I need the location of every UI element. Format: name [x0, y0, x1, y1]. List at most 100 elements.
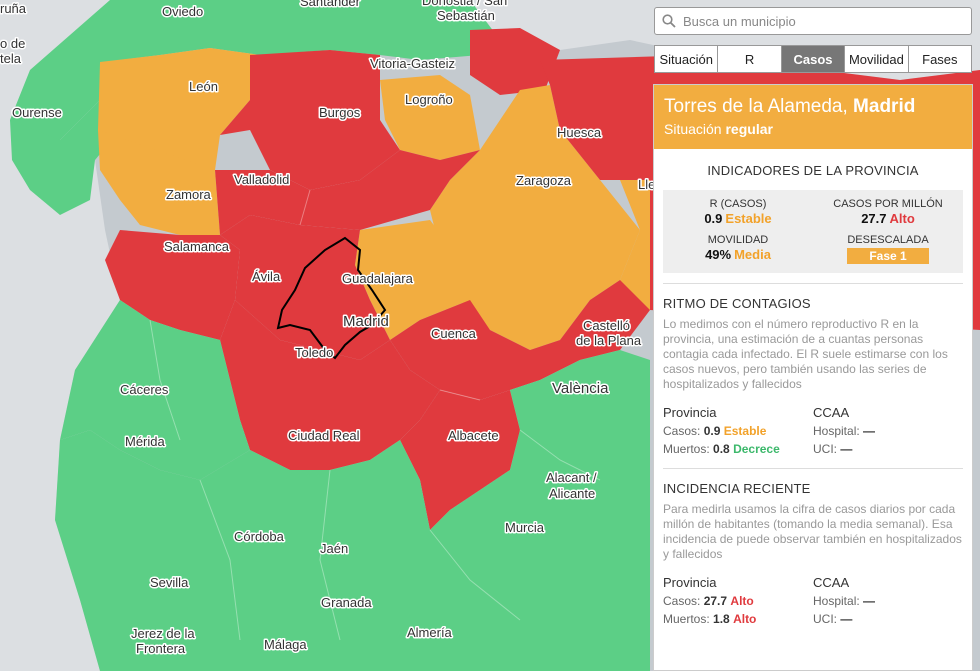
region-burgos[interactable] — [220, 50, 400, 190]
indicator-status: Estable — [725, 211, 772, 226]
indicator-status: Media — [734, 247, 771, 262]
city-label: Vitoria-Gasteiz — [370, 56, 455, 71]
city-label: Toledo — [295, 345, 333, 360]
stat-value: 1.8 — [713, 612, 730, 626]
city-label: Sebastián — [437, 8, 495, 23]
city-label: Salamanca — [164, 239, 230, 254]
city-label: Jaén — [320, 541, 348, 556]
ritmo-provincia: Provincia Casos: 0.9 Estable Muertos: 0.… — [663, 404, 813, 458]
column-heading: Provincia — [663, 405, 717, 420]
tab-r[interactable]: R — [718, 46, 782, 72]
stat-value: — — [840, 442, 853, 456]
city-label: Jerez de la — [131, 626, 195, 641]
stat-label: Casos: — [663, 594, 701, 608]
view-tabs: Situación R Casos Movilidad Fases — [654, 45, 972, 73]
stat-value: 0.9 — [703, 424, 721, 438]
region-north-coast[interactable] — [10, 0, 500, 160]
city-label: o de — [0, 36, 25, 51]
incidencia-description: Para medirla usamos la cifra de casos di… — [663, 502, 962, 561]
stat-status: Estable — [723, 424, 767, 438]
city-label: Ávila — [252, 269, 281, 284]
city-label: tela — [0, 51, 22, 66]
divider — [663, 468, 963, 469]
indicator-cases-per-million: CASOS POR MILLÓN 27.7 Alto — [813, 198, 963, 226]
stat-status: Alto — [733, 612, 757, 626]
region-zamora[interactable] — [98, 130, 220, 235]
indicators-title: INDICADORES DE LA PROVINCIA — [707, 163, 919, 178]
incidencia-ccaa: CCAA Hospital: — UCI: — — [813, 574, 963, 628]
city-label: Madrid — [343, 313, 389, 330]
city-label: Burgos — [319, 105, 361, 120]
city-label: Ciudad Real — [288, 428, 360, 443]
city-label: València — [552, 380, 609, 397]
incidencia-stats: Provincia Casos: 27.7 Alto Muertos: 1.8 … — [663, 574, 963, 628]
indicator-label: MOVILIDAD — [707, 234, 769, 246]
stat-value: 0.8 — [713, 442, 730, 456]
region-la-rioja[interactable] — [380, 75, 480, 160]
tab-situacion[interactable]: Situación — [655, 46, 719, 72]
indicator-r: R (CASOS) 0.9 Estable — [663, 198, 813, 226]
city-label: Alacant / — [546, 470, 597, 485]
indicator-label: DESESCALADA — [847, 234, 929, 246]
situation-line: Situación regular — [664, 121, 962, 137]
tab-casos[interactable]: Casos — [781, 46, 846, 72]
stat-value: 27.7 — [703, 594, 728, 608]
municipality-search[interactable] — [654, 7, 972, 35]
region-albacete[interactable] — [400, 390, 520, 530]
incidencia-provincia: Provincia Casos: 27.7 Alto Muertos: 1.8 … — [663, 574, 813, 628]
situation-prefix: Situación — [664, 121, 722, 137]
indicator-label: CASOS POR MILLÓN — [833, 198, 943, 210]
column-heading: CCAA — [813, 405, 850, 420]
info-panel: Torres de la Alameda, Madrid Situación r… — [653, 84, 973, 671]
panel-title: Torres de la Alameda, Madrid — [664, 95, 962, 119]
region-leon[interactable] — [98, 48, 260, 170]
city-label: Murcia — [505, 520, 545, 535]
map-labels: ruña o de tela Oviedo Santander Donostia… — [0, 0, 657, 658]
region-zaragoza[interactable] — [430, 85, 640, 350]
region-navarra[interactable] — [470, 28, 560, 95]
city-label: Guadalajara — [342, 271, 414, 286]
city-label: Huesca — [557, 125, 602, 140]
phase-badge: Fase 1 — [847, 248, 929, 264]
incidencia-title: INCIDENCIA RECIENTE — [663, 481, 811, 496]
city-label: Zaragoza — [516, 173, 572, 188]
province-name: Madrid — [853, 96, 916, 117]
city-label: Cáceres — [120, 382, 169, 397]
city-label: Zamora — [166, 187, 212, 202]
region-toledo-ciudad-real[interactable] — [220, 300, 440, 470]
indicator-value: 27.7 — [861, 211, 887, 226]
stat-label: Muertos: — [663, 612, 710, 626]
stat-label: UCI: — [813, 612, 837, 626]
stat-label: Hospital: — [813, 594, 860, 608]
ritmo-title: RITMO DE CONTAGIOS — [663, 296, 811, 311]
indicator-status: Alto — [889, 211, 915, 226]
region-tarragona[interactable] — [600, 180, 650, 310]
region-cuenca-castellon[interactable] — [390, 280, 650, 400]
panel-header: Torres de la Alameda, Madrid Situación r… — [654, 85, 972, 149]
city-label: Valladolid — [234, 172, 289, 187]
stat-value: — — [863, 424, 876, 438]
region-valladolid-soria[interactable] — [215, 150, 480, 235]
ritmo-stats: Provincia Casos: 0.9 Estable Muertos: 0.… — [663, 404, 963, 458]
city-label: Oviedo — [162, 4, 203, 19]
region-ourense[interactable] — [10, 100, 120, 215]
city-label: Córdoba — [234, 529, 285, 544]
indicator-desescalada: DESESCALADA Fase 1 — [813, 234, 963, 265]
tab-movilidad[interactable]: Movilidad — [845, 46, 909, 72]
tab-fases[interactable]: Fases — [922, 51, 958, 67]
column-heading: Provincia — [663, 575, 717, 590]
city-label: Almería — [407, 625, 453, 640]
situation-value: regular — [725, 121, 773, 137]
region-extremadura[interactable] — [60, 300, 250, 480]
city-label: Donostia / San — [422, 0, 507, 8]
city-label: Málaga — [264, 637, 307, 652]
divider — [663, 283, 963, 284]
city-label: Granada — [321, 595, 372, 610]
search-input[interactable] — [683, 13, 971, 29]
region-andalucia-murcia-valencia[interactable] — [55, 350, 650, 671]
city-label: ruña — [0, 1, 27, 16]
city-label: Castelló — [583, 318, 630, 333]
column-heading: CCAA — [813, 575, 850, 590]
stat-label: Hospital: — [813, 424, 860, 438]
region-avila-madrid[interactable] — [220, 215, 390, 360]
